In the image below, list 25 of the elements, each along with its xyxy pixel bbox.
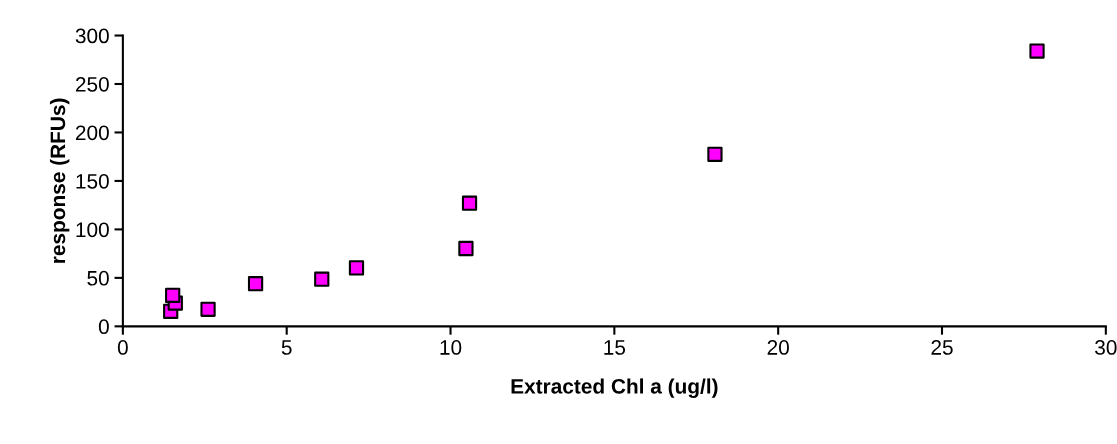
point — [461, 195, 478, 211]
y-tick-label: 50 — [87, 270, 109, 286]
x-tick-label: 10 — [440, 340, 462, 355]
y-tick-label: 0 — [98, 319, 109, 335]
y-tick-label: 100 — [76, 222, 109, 238]
y-tick-label: 150 — [76, 173, 109, 189]
point — [1029, 43, 1045, 59]
x-tick-label: 5 — [281, 340, 292, 355]
x-tick-label: 30 — [1095, 340, 1117, 355]
x-tick-label: 25 — [931, 340, 953, 355]
x-axis-title: Extracted Chl a (ug/l) — [511, 378, 718, 398]
point — [707, 146, 723, 162]
point — [314, 271, 330, 287]
x-tick-label: 20 — [767, 340, 789, 355]
y-tick-label: 250 — [75, 76, 109, 92]
y-axis-title: response (RFUs) — [49, 98, 70, 263]
y-tick-label: 300 — [75, 28, 109, 44]
point — [165, 287, 181, 303]
y-tick-label: 200 — [75, 125, 109, 141]
point — [200, 301, 216, 317]
x-tick-label: 0 — [117, 340, 128, 355]
point — [348, 260, 365, 276]
x-tick-label: 15 — [604, 340, 626, 355]
point — [247, 276, 264, 292]
point — [458, 240, 474, 257]
